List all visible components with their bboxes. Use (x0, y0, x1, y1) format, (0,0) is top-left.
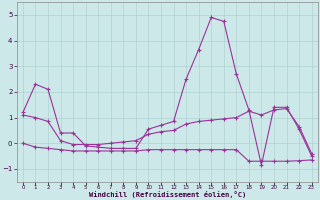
X-axis label: Windchill (Refroidissement éolien,°C): Windchill (Refroidissement éolien,°C) (89, 191, 246, 198)
